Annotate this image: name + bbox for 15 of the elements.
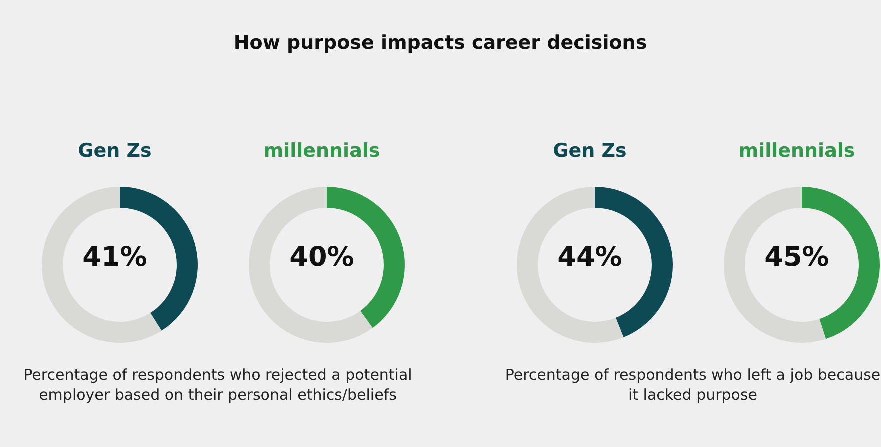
donut-slice [249,187,373,343]
chart-title: millennials [262,140,382,162]
donut-slice [517,187,624,343]
text: 40% [288,242,356,273]
text: 44% [556,242,624,273]
text: Percentage of respondents who rejected a potential employer based on their personal ethics/beliefs [23,365,413,405]
text: 41% [82,242,148,273]
chart-title: millennials [738,140,856,162]
text: 45% [764,242,830,273]
donut-slice [724,187,826,343]
text: Percentage of respondents who left a job because it lacked purpose [504,365,881,405]
donut-slice [42,187,162,343]
chart-title: Gen Zs [552,140,628,162]
chart-title: Gen Zs [77,140,153,162]
text: How purpose impacts career decisions [232,32,648,54]
